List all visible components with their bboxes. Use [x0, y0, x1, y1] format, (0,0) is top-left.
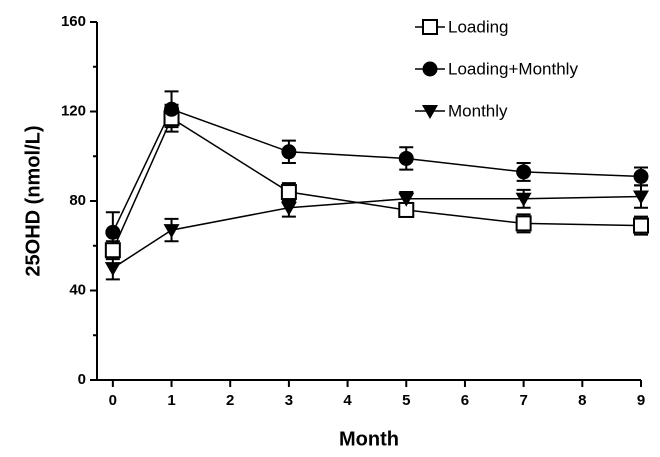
data-point: [163, 224, 180, 239]
data-point: [398, 192, 415, 207]
data-point: [398, 150, 414, 166]
x-tick-label: 2: [226, 392, 234, 409]
data-point: [515, 192, 532, 207]
x-tick-label: 9: [637, 392, 645, 409]
data-point: [633, 217, 649, 234]
data-point: [164, 101, 180, 117]
x-tick-label: 4: [343, 392, 352, 409]
series-line: [112, 108, 642, 233]
series-line: [112, 117, 642, 251]
legend-label: Loading: [448, 17, 509, 36]
x-tick-label: 0: [109, 392, 117, 409]
data-point: [280, 184, 297, 201]
x-axis-title: Month: [339, 428, 399, 450]
data-point: [280, 201, 297, 216]
data-point: [515, 215, 532, 232]
data-point: [104, 242, 121, 259]
x-tick-label: 5: [402, 392, 410, 409]
y-tick-label: 0: [78, 371, 86, 388]
series-line: [112, 195, 642, 269]
y-tick-label: 160: [61, 13, 86, 30]
data-point: [104, 262, 121, 277]
y-axis-title: 25OHD (nmol/L): [22, 125, 44, 276]
data-point: [105, 224, 121, 240]
x-tick-label: 3: [285, 392, 293, 409]
x-tick-label: 6: [461, 392, 469, 409]
data-point: [281, 144, 297, 160]
y-tick-label: 40: [69, 281, 86, 298]
x-tick-label: 7: [519, 392, 527, 409]
data-point: [633, 190, 649, 205]
legend-marker: [422, 105, 438, 119]
legend-marker: [422, 61, 438, 77]
data-point: [633, 168, 649, 184]
x-tick-label: 8: [578, 392, 586, 409]
legend-label: Loading+Monthly: [448, 59, 578, 78]
y-tick-label: 120: [61, 102, 86, 119]
data-point: [516, 164, 532, 180]
y-tick-label: 80: [69, 192, 86, 209]
legend-marker: [422, 19, 438, 35]
x-tick-label: 1: [167, 392, 175, 409]
legend-label: Monthly: [448, 101, 508, 120]
